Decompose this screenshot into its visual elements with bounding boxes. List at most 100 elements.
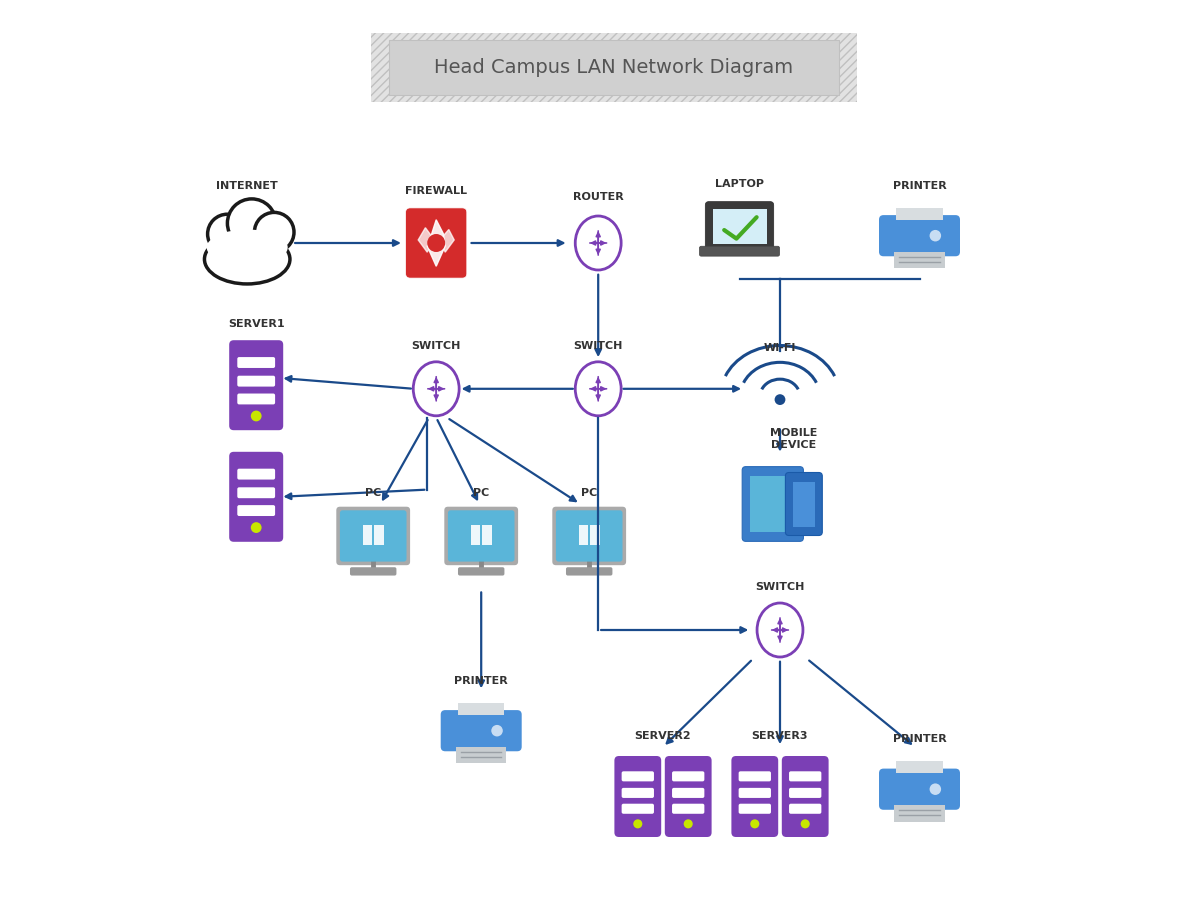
Circle shape	[251, 522, 262, 533]
Text: PC: PC	[581, 488, 598, 498]
FancyBboxPatch shape	[362, 536, 372, 545]
FancyBboxPatch shape	[894, 252, 944, 268]
FancyBboxPatch shape	[458, 567, 504, 576]
Text: SERVER3: SERVER3	[751, 731, 809, 741]
Circle shape	[684, 819, 692, 828]
Circle shape	[208, 214, 247, 254]
FancyBboxPatch shape	[448, 510, 515, 562]
Circle shape	[930, 783, 941, 795]
FancyBboxPatch shape	[790, 788, 821, 798]
FancyBboxPatch shape	[374, 526, 384, 535]
Text: Head Campus LAN Network Diagram: Head Campus LAN Network Diagram	[434, 58, 793, 77]
FancyBboxPatch shape	[896, 208, 942, 220]
FancyBboxPatch shape	[389, 40, 839, 94]
Text: INTERNET: INTERNET	[216, 181, 278, 191]
FancyBboxPatch shape	[878, 215, 960, 256]
FancyBboxPatch shape	[556, 510, 623, 562]
FancyBboxPatch shape	[785, 472, 822, 536]
FancyBboxPatch shape	[700, 247, 780, 256]
Text: MOBILE
DEVICE: MOBILE DEVICE	[770, 428, 817, 450]
FancyBboxPatch shape	[731, 756, 778, 837]
FancyBboxPatch shape	[444, 507, 518, 565]
FancyBboxPatch shape	[739, 804, 770, 814]
FancyBboxPatch shape	[894, 806, 944, 822]
FancyBboxPatch shape	[552, 507, 626, 565]
FancyBboxPatch shape	[371, 33, 857, 102]
Circle shape	[251, 410, 262, 421]
FancyBboxPatch shape	[672, 771, 704, 781]
FancyBboxPatch shape	[229, 452, 283, 542]
Circle shape	[491, 724, 503, 736]
FancyBboxPatch shape	[238, 487, 275, 499]
Circle shape	[930, 230, 941, 241]
Text: LAPTOP: LAPTOP	[715, 179, 764, 189]
FancyBboxPatch shape	[470, 526, 480, 535]
FancyBboxPatch shape	[793, 482, 815, 526]
Circle shape	[254, 212, 294, 252]
Circle shape	[750, 819, 760, 828]
Text: SWITCH: SWITCH	[412, 341, 461, 351]
FancyBboxPatch shape	[336, 507, 410, 565]
Text: SERVER1: SERVER1	[228, 320, 284, 329]
FancyBboxPatch shape	[482, 526, 492, 535]
Circle shape	[228, 199, 276, 248]
FancyBboxPatch shape	[238, 505, 275, 516]
Ellipse shape	[575, 216, 622, 270]
FancyBboxPatch shape	[406, 208, 467, 278]
FancyBboxPatch shape	[672, 804, 704, 814]
FancyBboxPatch shape	[578, 526, 588, 535]
Ellipse shape	[413, 362, 460, 416]
FancyBboxPatch shape	[614, 756, 661, 837]
FancyBboxPatch shape	[896, 761, 942, 773]
FancyBboxPatch shape	[590, 526, 600, 535]
FancyBboxPatch shape	[622, 788, 654, 798]
Ellipse shape	[206, 230, 288, 266]
Text: WI-FI: WI-FI	[764, 343, 796, 353]
FancyBboxPatch shape	[790, 771, 821, 781]
Text: PC: PC	[365, 488, 382, 498]
FancyBboxPatch shape	[238, 375, 275, 387]
FancyBboxPatch shape	[590, 536, 600, 545]
FancyBboxPatch shape	[742, 466, 804, 541]
FancyBboxPatch shape	[350, 567, 396, 576]
Circle shape	[775, 394, 785, 405]
Text: PRINTER: PRINTER	[893, 181, 947, 191]
Polygon shape	[427, 220, 445, 266]
FancyBboxPatch shape	[713, 209, 767, 245]
FancyBboxPatch shape	[878, 769, 960, 810]
FancyBboxPatch shape	[782, 756, 829, 837]
FancyBboxPatch shape	[440, 710, 522, 752]
FancyBboxPatch shape	[739, 788, 770, 798]
FancyBboxPatch shape	[566, 567, 612, 576]
FancyBboxPatch shape	[374, 536, 384, 545]
FancyBboxPatch shape	[340, 510, 407, 562]
FancyBboxPatch shape	[482, 536, 492, 545]
FancyBboxPatch shape	[238, 357, 275, 368]
FancyBboxPatch shape	[238, 469, 275, 480]
FancyBboxPatch shape	[458, 703, 504, 715]
Ellipse shape	[757, 603, 803, 657]
FancyBboxPatch shape	[706, 202, 774, 252]
Text: SERVER2: SERVER2	[635, 731, 691, 741]
FancyBboxPatch shape	[362, 526, 372, 535]
FancyBboxPatch shape	[456, 747, 506, 763]
Ellipse shape	[204, 235, 290, 284]
FancyBboxPatch shape	[739, 771, 770, 781]
FancyBboxPatch shape	[672, 788, 704, 798]
FancyBboxPatch shape	[238, 393, 275, 404]
FancyBboxPatch shape	[665, 756, 712, 837]
Circle shape	[634, 819, 642, 828]
FancyBboxPatch shape	[470, 536, 480, 545]
Circle shape	[800, 819, 810, 828]
Ellipse shape	[575, 362, 622, 416]
Polygon shape	[440, 230, 455, 252]
Circle shape	[427, 234, 445, 252]
FancyBboxPatch shape	[790, 804, 821, 814]
Text: FIREWALL: FIREWALL	[406, 186, 467, 196]
Text: PC: PC	[473, 488, 490, 498]
FancyBboxPatch shape	[622, 804, 654, 814]
Text: SWITCH: SWITCH	[574, 341, 623, 351]
Text: PRINTER: PRINTER	[455, 676, 508, 686]
FancyBboxPatch shape	[229, 340, 283, 430]
Text: ROUTER: ROUTER	[572, 193, 624, 202]
